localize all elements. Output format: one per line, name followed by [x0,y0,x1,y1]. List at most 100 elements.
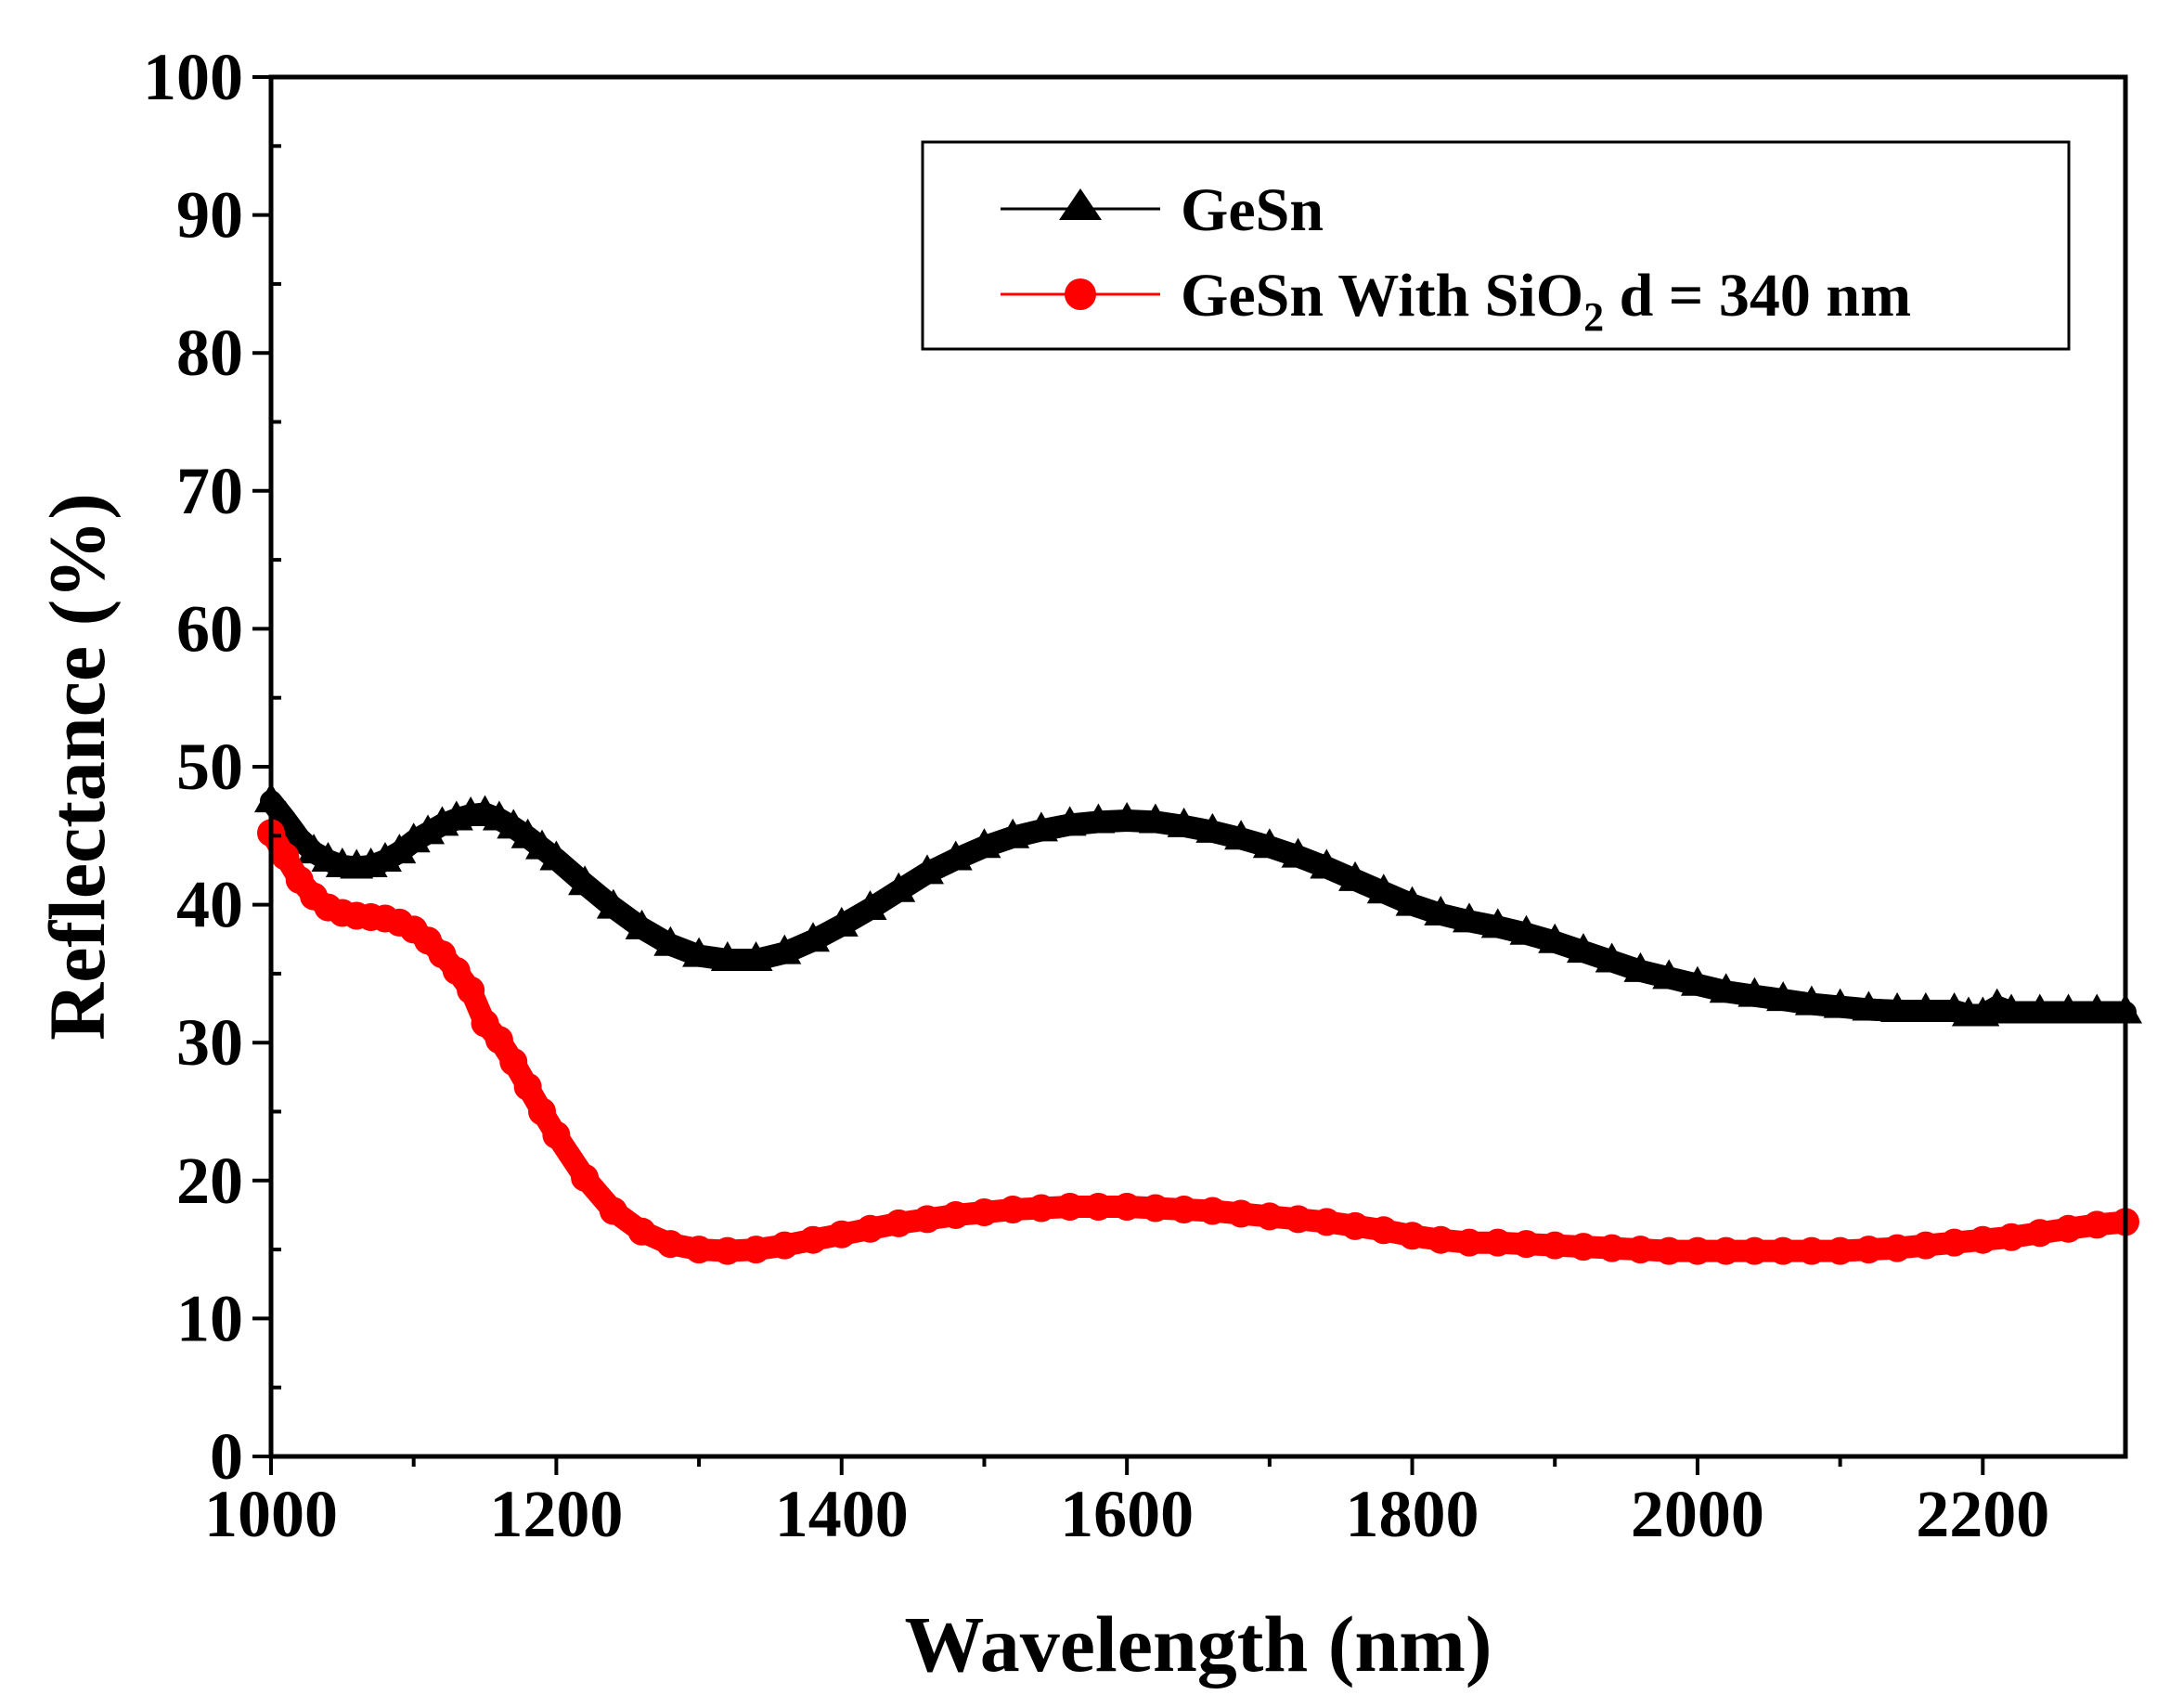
y-tick-label: 10 [176,1281,243,1355]
series-line [260,822,2137,1262]
data-point [1110,801,1144,832]
x-tick-label: 2000 [1631,1477,1764,1551]
data-point [1053,806,1087,836]
data-point [1255,1202,1284,1231]
legend-label-sio2-suffix: d = 340 nm [1604,262,1911,330]
data-point [457,976,485,1004]
data-point [1310,848,1344,879]
data-point [568,865,602,896]
y-axis-ticks: 0 10 20 30 40 50 60 70 80 90 100 [143,40,281,1494]
data-point [2054,1214,2083,1243]
data-point [627,1217,656,1246]
data-point [1908,992,1943,1023]
y-tick-label: 60 [176,591,243,666]
data-point [682,937,717,967]
x-axis-title: Wavelength (nm) [904,1599,1492,1689]
data-point [1195,812,1230,843]
data-point [970,1197,999,1226]
data-point [1541,1231,1569,1260]
data-point [713,1236,742,1265]
data-point [1712,1236,1740,1265]
data-point [571,1163,600,1192]
data-point [1453,902,1487,933]
legend-label-sio2: GeSn With SiO2 d = 340 nm [1181,262,1911,340]
data-point [768,934,802,964]
data-point [1480,908,1515,938]
data-point [882,872,916,902]
data-point [770,1231,799,1260]
data-point [539,840,574,871]
data-point [1398,1222,1427,1250]
data-point [542,1120,571,1149]
data-point [513,1072,542,1101]
x-tick-label: 2200 [1916,1477,2049,1551]
y-tick-label: 40 [176,868,243,942]
data-point [1512,1230,1541,1259]
data-point [1138,803,1172,834]
data-point [1880,992,1915,1023]
x-tick-label: 1800 [1346,1477,1479,1551]
data-point [1709,973,1743,1003]
legend-label-gesn: GeSn [1181,176,1324,244]
y-tick-label: 70 [176,454,243,528]
data-point [941,1200,970,1229]
data-point [1538,923,1572,953]
data-point [1084,1193,1113,1222]
data-point [1027,1194,1055,1223]
data-point [2051,993,2086,1024]
data-point [1338,860,1373,891]
data-point [1167,807,1201,837]
data-point [1737,977,1772,1007]
data-point [1198,1197,1227,1225]
data-point [1341,1211,1370,1240]
data-point [1969,1225,1997,1254]
legend-label-sio2-subscript: 2 [1583,294,1604,340]
y-tick-label: 80 [176,316,243,390]
data-point [1655,1236,1684,1265]
data-point [1797,1236,1826,1265]
data-point [967,828,1001,859]
legend-label-sio2-prefix: GeSn With SiO [1181,262,1583,330]
data-point [1683,1236,1712,1265]
data-point [1883,1234,1912,1262]
data-point [853,890,887,921]
data-point [996,818,1030,848]
data-point [2022,993,2057,1024]
data-point [282,820,316,850]
data-point [1740,1236,1769,1265]
data-point [1483,1228,1512,1257]
y-tick-label: 30 [176,1005,243,1080]
y-axis-title: Reflectance (%) [32,493,122,1041]
y-tick-label: 100 [143,40,243,114]
data-point [1966,996,2000,1027]
series-gesn [254,783,2142,1027]
data-point [1169,1196,1198,1224]
y-tick-label: 0 [210,1419,243,1494]
data-point [1081,803,1116,834]
data-point [484,1026,513,1055]
data-point [824,906,859,937]
data-point [528,1097,557,1126]
data-point [1623,951,1658,982]
data-point [1369,1216,1398,1245]
data-point [1312,1208,1341,1236]
data-point [1113,1193,1142,1222]
data-point [910,854,944,885]
data-point [1823,988,1857,1018]
data-point [799,1225,828,1254]
data-point [411,814,446,845]
data-point [1569,1233,1597,1262]
series-gesn-sio2 [257,819,2139,1265]
data-point [1826,1236,1854,1265]
data-point [1940,1228,1969,1257]
data-point [1794,985,1828,1016]
data-point [1911,1231,1940,1260]
data-point [1995,993,2029,1024]
data-point [1281,837,1315,868]
data-point [885,1209,913,1237]
data-point [1566,933,1600,964]
data-point [1854,1236,1883,1264]
data-point [271,842,300,871]
data-point [1366,873,1401,904]
